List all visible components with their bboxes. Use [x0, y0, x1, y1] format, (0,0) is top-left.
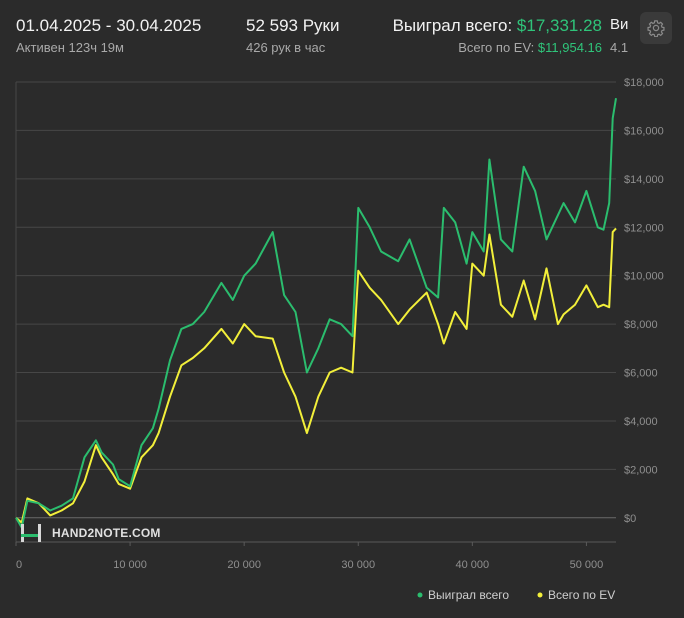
hands-per-hour: 426 рук в час [246, 40, 326, 55]
active-time: Активен 123ч 19м [16, 40, 124, 55]
ev-total: Всего по EV: $11,954.16 [458, 40, 602, 55]
series-line-won [15, 98, 617, 529]
x-tick-label: 50 000 [570, 559, 604, 571]
y-tick-label: $18,000 [624, 77, 664, 89]
y-tick-label: $0 [624, 513, 636, 525]
x-axis: 0 10 000 20 000 30 000 40 000 50 000 [15, 541, 616, 571]
date-range[interactable]: 01.04.2025 - 30.04.2025 [16, 16, 202, 35]
y-axis: $0 $2,000 $4,000 $6,000 $8,000 $10,000 $12,000… [624, 77, 664, 525]
x-tick-label: 0 [16, 559, 22, 571]
y-tick-label: $14,000 [624, 174, 664, 186]
chart: $0 $2,000 $4,000 $6,000 $8,000 $10,000 $12,000… [15, 77, 664, 602]
cut-off-stat-label: Ви [610, 16, 629, 33]
hand2note-logo: HAND2NOTE.COM [20, 522, 161, 544]
y-tick-label: $10,000 [624, 271, 664, 283]
won-total-label: Выиграл всего: [392, 16, 513, 35]
x-tick-label: 30 000 [341, 559, 375, 571]
hand2note-logo-icon [21, 524, 41, 542]
y-tick-label: $8,000 [624, 319, 658, 331]
legend-label: Выиграл всего [428, 588, 509, 602]
chart-plot-area [15, 98, 617, 529]
x-tick-label: 10 000 [113, 559, 147, 571]
legend-marker [417, 592, 423, 598]
legend[interactable]: Выиграл всего Всего по EV [417, 588, 616, 602]
y-tick-label: $6,000 [624, 368, 658, 380]
legend-label: Всего по EV [548, 588, 615, 602]
header: 01.04.2025 - 30.04.2025 Активен 123ч 19м… [0, 0, 684, 70]
ev-total-label: Всего по EV: [458, 40, 535, 55]
legend-item-ev[interactable]: Всего по EV [537, 588, 616, 602]
chart-grid [15, 81, 616, 542]
hands-count: 52 593 Руки [246, 16, 340, 35]
cut-off-stat-value: 4.1 [610, 40, 629, 55]
series-line-ev [15, 227, 617, 524]
legend-item-won[interactable]: Выиграл всего [417, 588, 510, 602]
won-total: Выиграл всего: $17,331.28 [393, 16, 602, 36]
y-tick-label: $16,000 [624, 125, 664, 137]
won-total-value: $17,331.28 [516, 16, 602, 35]
y-tick-label: $2,000 [624, 464, 658, 476]
y-tick-label: $4,000 [624, 416, 658, 428]
y-tick-label: $12,000 [624, 222, 664, 234]
x-tick-label: 40 000 [456, 559, 490, 571]
settings-button[interactable] [640, 12, 672, 44]
x-tick-label: 20 000 [227, 559, 261, 571]
ev-total-value: $11,954.16 [537, 40, 602, 55]
logo-text: HAND2NOTE.COM [52, 526, 161, 540]
legend-marker [537, 592, 543, 598]
gear-icon [647, 20, 665, 37]
